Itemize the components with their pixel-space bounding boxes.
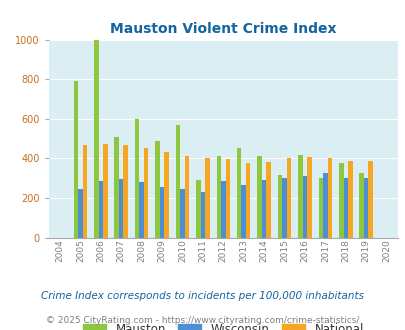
Bar (225, 159, 230, 238)
Bar (82, 145, 87, 238)
Bar (261, 180, 266, 238)
Bar (266, 162, 270, 238)
Bar (318, 178, 322, 238)
Bar (134, 119, 139, 238)
Bar (160, 187, 164, 238)
Bar (78, 189, 82, 238)
Bar (139, 182, 143, 238)
Bar (73, 81, 78, 238)
Bar (327, 158, 331, 238)
Bar (368, 161, 372, 238)
Bar (220, 181, 225, 238)
Bar (196, 180, 200, 238)
Bar (358, 173, 363, 238)
Bar (180, 189, 184, 238)
Bar (123, 145, 128, 238)
Bar (98, 181, 103, 238)
Bar (114, 137, 119, 238)
Title: Mauston Violent Crime Index: Mauston Violent Crime Index (110, 22, 336, 36)
Bar (343, 178, 347, 238)
Legend: Mauston, Wisconsin, National: Mauston, Wisconsin, National (78, 319, 368, 330)
Bar (200, 192, 205, 238)
Bar (347, 161, 352, 238)
Bar (307, 157, 311, 238)
Bar (216, 156, 220, 238)
Bar (338, 163, 343, 238)
Bar (164, 152, 168, 238)
Bar (277, 175, 281, 238)
Bar (205, 158, 209, 238)
Bar (302, 176, 307, 238)
Bar (237, 148, 241, 238)
Bar (155, 141, 160, 238)
Bar (245, 163, 250, 238)
Bar (286, 158, 290, 238)
Bar (322, 173, 327, 238)
Bar (241, 185, 245, 238)
Bar (184, 156, 189, 238)
Bar (257, 156, 261, 238)
Bar (143, 148, 148, 238)
Text: Crime Index corresponds to incidents per 100,000 inhabitants: Crime Index corresponds to incidents per… (41, 291, 364, 301)
Bar (281, 178, 286, 238)
Bar (119, 179, 123, 238)
Text: © 2025 CityRating.com - https://www.cityrating.com/crime-statistics/: © 2025 CityRating.com - https://www.city… (46, 316, 359, 325)
Bar (363, 178, 368, 238)
Bar (103, 144, 107, 238)
Bar (175, 125, 180, 238)
Bar (298, 155, 302, 238)
Bar (94, 40, 98, 238)
